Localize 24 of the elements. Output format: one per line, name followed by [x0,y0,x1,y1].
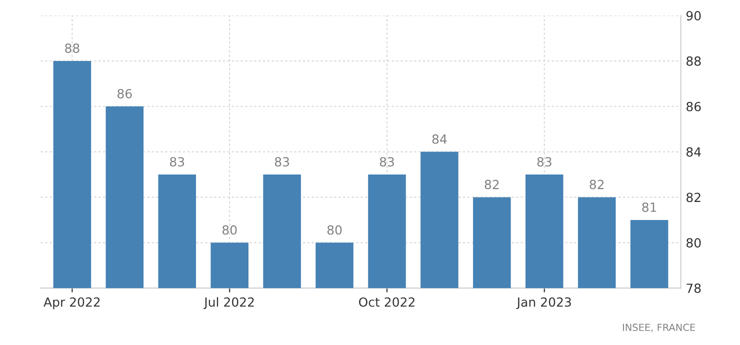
data-label: 86 [118,88,132,98]
text: INSEE, FRANCE [622,324,695,332]
data-label: 83 [537,157,552,167]
y-tick-label: 84 [686,147,701,157]
data-label: 83 [274,157,289,167]
data-label: 88 [65,44,80,53]
data-label: 82 [484,180,499,190]
data-label: 83 [380,157,394,167]
data-label: 82 [590,180,604,190]
data-label: 80 [222,225,237,235]
data-label: 81 [642,202,656,212]
y-tick-label: 90 [686,10,701,20]
y-tick-label: 78 [686,284,701,293]
y-tick-label: 82 [686,192,700,202]
y-tick-label: 80 [686,238,701,248]
y-tick-label: 88 [686,56,701,66]
x-tick-label: Jul 2022 [204,297,254,310]
data-label: 84 [432,134,447,144]
data-label: 80 [327,225,342,235]
y-tick-label: 86 [686,102,701,112]
x-tick-label: Jan 2023 [516,297,571,310]
x-tick-label: Apr 2022 [44,297,100,310]
data-label: 83 [170,157,184,167]
x-tick-label: Oct 2022 [358,297,414,307]
